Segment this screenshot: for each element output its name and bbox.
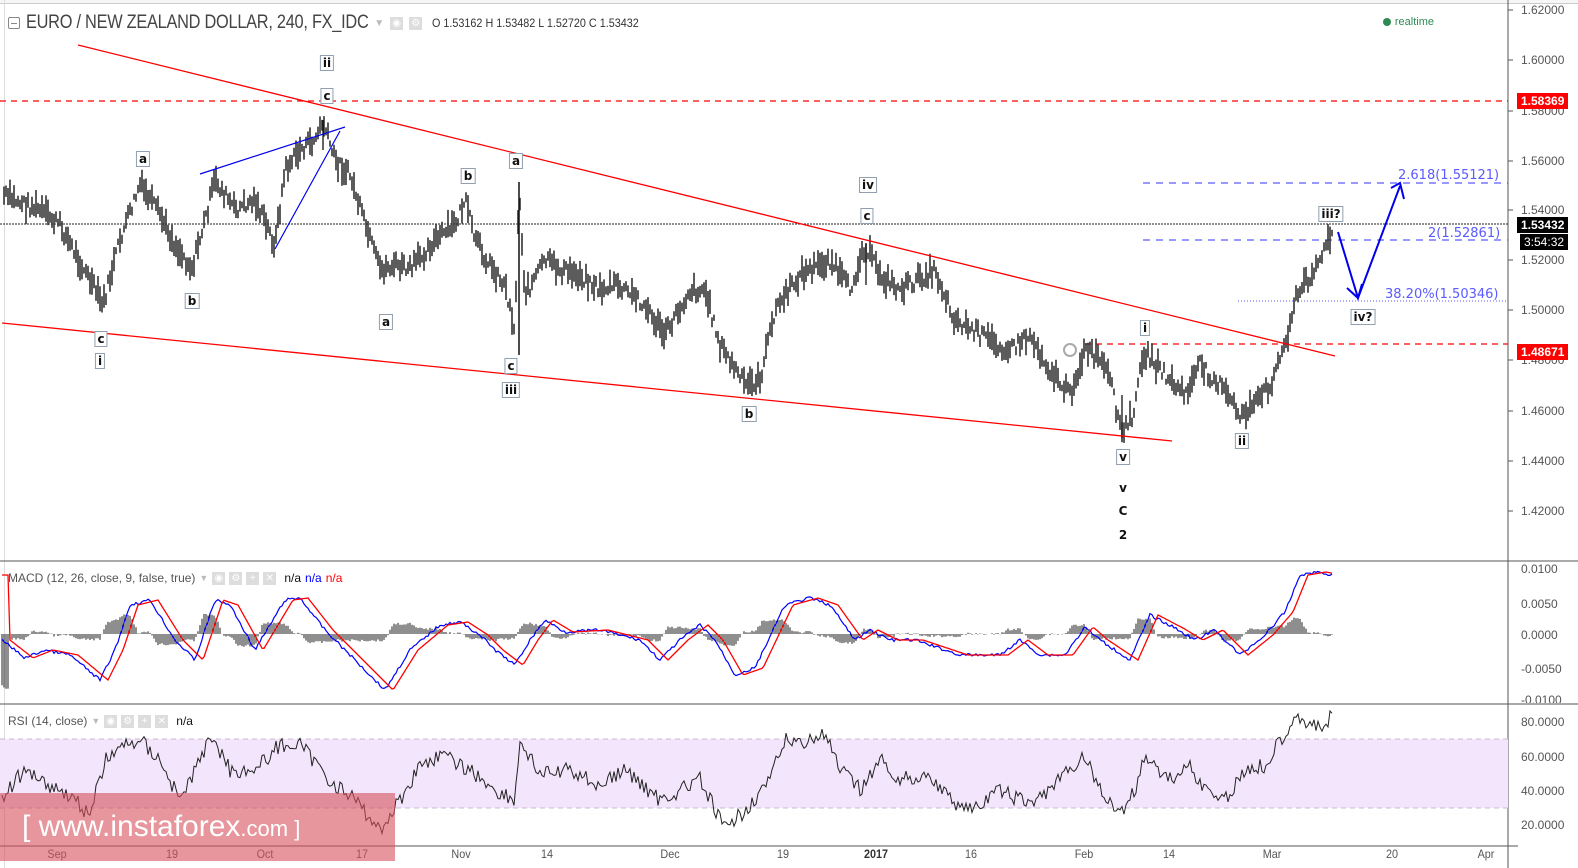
macd-tick: -0.0050: [1521, 662, 1562, 676]
gear-icon[interactable]: ⚙: [229, 571, 243, 585]
rsi-tick: 40.0000: [1521, 784, 1565, 798]
wave-label[interactable]: c: [94, 331, 108, 347]
rsi-tick: 80.0000: [1521, 715, 1565, 729]
left-border: [0, 0, 5, 868]
time-tick: 16: [964, 847, 978, 861]
watermark: [ www.instaforex.com ]: [0, 793, 395, 861]
eye-icon[interactable]: ◉: [390, 16, 404, 30]
price-tag-last: 1.53432: [1517, 217, 1569, 233]
eye-icon[interactable]: ◉: [212, 571, 226, 585]
price-tick: 1.56000: [1521, 154, 1565, 168]
price-tick: 1.50000: [1521, 303, 1565, 317]
wave-label[interactable]: i: [1139, 320, 1151, 336]
price-tick: 1.52000: [1521, 253, 1565, 267]
wave-label[interactable]: b: [741, 406, 757, 422]
time-tick: Feb: [1074, 847, 1094, 861]
symbol-legend: EURO / NEW ZEALAND DOLLAR, 240, FX_IDC ▼…: [8, 12, 662, 34]
macd-tick: 0.0050: [1521, 597, 1558, 611]
wave-label[interactable]: ii: [319, 55, 335, 71]
realtime-label: realtime: [1394, 16, 1434, 28]
macd-tick: 0.0000: [1521, 628, 1558, 642]
price-tick: 1.62000: [1521, 3, 1565, 17]
wave-label[interactable]: iii: [501, 382, 521, 398]
watermark-text: [ www.instaforex: [22, 810, 241, 843]
price-tag-support: 1.48671: [1517, 344, 1569, 360]
price-tick: 1.60000: [1521, 53, 1565, 67]
price-tick: 1.42000: [1521, 504, 1565, 518]
rsi-tick: 60.0000: [1521, 750, 1565, 764]
wave-label[interactable]: iv?: [1350, 309, 1376, 325]
wave-label[interactable]: iv: [859, 177, 877, 193]
chevron-down-icon[interactable]: ▼: [91, 716, 101, 726]
wave-label[interactable]: i: [94, 353, 106, 369]
gear-icon[interactable]: ⚙: [409, 16, 423, 30]
time-tick-year: 2017: [863, 847, 889, 861]
fib-label-2618[interactable]: 2.618(1.55121): [1398, 168, 1500, 183]
macd-line-value: n/a: [305, 571, 322, 585]
ohlc-values: O 1.53162 H 1.53482 L 1.52720 C 1.53432: [432, 16, 639, 30]
price-tick: 1.46000: [1521, 404, 1565, 418]
alert-clock-icon[interactable]: [1063, 343, 1077, 357]
macd-tick: 0.0100: [1521, 562, 1558, 576]
add-icon[interactable]: +: [246, 571, 260, 585]
wave-label[interactable]: c: [860, 208, 874, 224]
fib-label-382[interactable]: 38.20%(1.50346): [1385, 287, 1499, 302]
watermark-suffix: .com ]: [240, 816, 301, 841]
price-tag-resistance: 1.58369: [1517, 93, 1569, 109]
fib-label-2[interactable]: 2(1.52861): [1428, 226, 1501, 241]
wave-label[interactable]: v: [1116, 449, 1130, 465]
close-icon[interactable]: ✕: [263, 571, 277, 585]
rsi-tick: 20.0000: [1521, 818, 1565, 832]
time-tick: 14: [540, 847, 554, 861]
wave-label-degree: v: [1119, 481, 1127, 495]
wave-label-degree: C: [1118, 504, 1128, 518]
rsi-title[interactable]: RSI (14, close): [8, 714, 88, 728]
time-tick: Nov: [451, 847, 471, 861]
time-tick: Apr: [1477, 847, 1495, 861]
realtime-status: realtime: [1382, 16, 1434, 28]
rsi-value: n/a: [176, 714, 193, 728]
macd-signal-value: n/a: [325, 571, 343, 585]
macd-hist-value: n/a: [284, 571, 302, 585]
time-tick: Mar: [1262, 847, 1282, 861]
time-tick: 19: [776, 847, 790, 861]
symbol-title[interactable]: EURO / NEW ZEALAND DOLLAR, 240, FX_IDC: [26, 12, 369, 33]
rsi-legend: RSI (14, close) ▼ ◉ ⚙ + ✕ n/a: [8, 714, 193, 728]
chevron-down-icon[interactable]: ▼: [374, 17, 385, 29]
time-tick: 14: [1162, 847, 1176, 861]
eye-icon[interactable]: ◉: [104, 714, 118, 728]
wave-label[interactable]: a: [508, 153, 524, 169]
collapse-icon[interactable]: [8, 17, 20, 29]
bar-countdown: 3:54:32: [1520, 234, 1569, 250]
wave-label[interactable]: c: [504, 358, 518, 374]
wave-label-degree: 2: [1118, 528, 1128, 542]
time-tick: Dec: [660, 847, 680, 861]
price-tick: 1.44000: [1521, 454, 1565, 468]
chevron-down-icon[interactable]: ▼: [199, 573, 209, 583]
top-border: [0, 0, 1578, 4]
wave-label[interactable]: a: [378, 314, 394, 330]
wave-label[interactable]: c: [320, 88, 334, 104]
wave-label[interactable]: b: [184, 293, 200, 309]
time-tick: 20: [1385, 847, 1399, 861]
gear-icon[interactable]: ⚙: [121, 714, 135, 728]
wave-label[interactable]: iii?: [1318, 206, 1344, 222]
status-dot-icon: [1382, 18, 1391, 26]
wave-label[interactable]: ii: [1234, 433, 1250, 449]
macd-legend: MACD (12, 26, close, 9, false, true) ▼ ◉…: [8, 571, 342, 585]
wave-label[interactable]: b: [460, 168, 476, 184]
macd-tick: -0.0100: [1521, 693, 1562, 703]
add-icon[interactable]: +: [138, 714, 152, 728]
close-icon[interactable]: ✕: [155, 714, 169, 728]
price-tick: 1.54000: [1521, 203, 1565, 217]
wave-label[interactable]: a: [135, 151, 151, 167]
macd-title[interactable]: MACD (12, 26, close, 9, false, true): [8, 571, 196, 585]
